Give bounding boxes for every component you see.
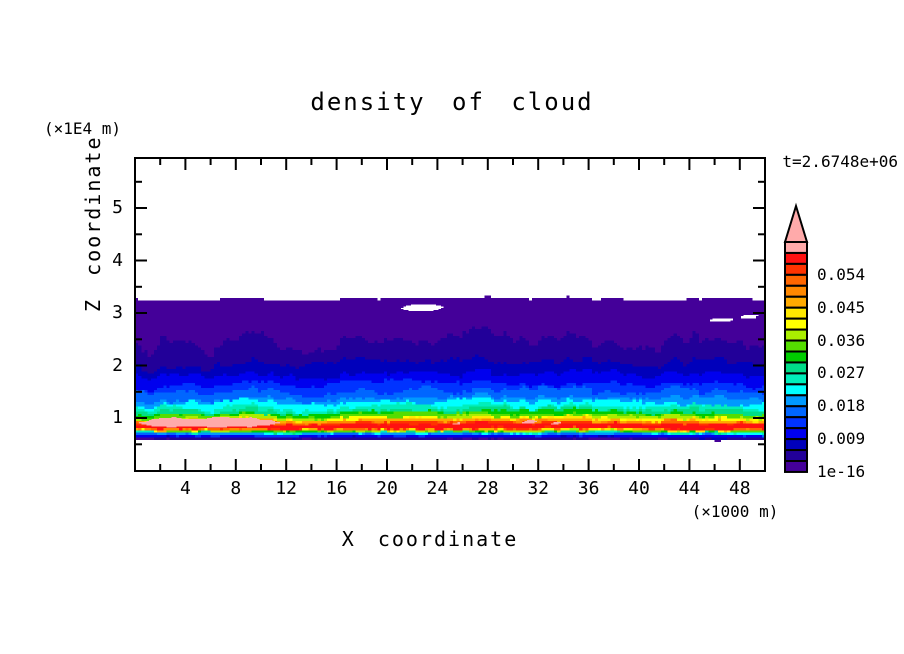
colorbar-cell	[784, 350, 808, 364]
colorbar-label: 1e-16	[817, 461, 866, 481]
x-axis-title: X coordinate	[341, 527, 519, 551]
colorbar-label: 0.054	[817, 264, 866, 284]
colorbar-cell	[784, 449, 808, 462]
z-tick-label: 3	[112, 302, 123, 323]
z-axis-unit-label: (×1E4 m)	[44, 119, 122, 138]
colorbar-cell	[784, 427, 808, 441]
colorbar-cell	[784, 262, 808, 276]
x-tick-label: 16	[325, 478, 348, 499]
x-tick-label: 28	[476, 478, 499, 499]
x-tick-label: 32	[527, 478, 550, 499]
colorbar-label: 0.045	[817, 297, 866, 317]
x-tick-label: 44	[678, 478, 701, 499]
colorbar-label: 0.036	[817, 330, 866, 350]
x-axis-unit-label: (×1000 m)	[691, 502, 779, 521]
x-tick-label: 8	[230, 478, 242, 499]
colorbar-cell	[784, 361, 808, 375]
x-tick-label: 48	[728, 478, 751, 499]
colorbar-cell	[784, 438, 808, 452]
z-tick-label: 5	[112, 197, 123, 218]
colorbar-cell	[784, 284, 808, 298]
x-tick-label: 12	[275, 478, 298, 499]
x-tick-label: 40	[628, 478, 650, 499]
x-tick-label: 20	[376, 478, 398, 499]
colorbar-cell	[784, 251, 808, 265]
colorbar-cell	[784, 306, 808, 320]
colorbar-overflow-arrow	[783, 202, 809, 243]
z-tick-label: 4	[112, 249, 123, 271]
x-tick-label: 36	[577, 478, 600, 499]
colorbar-cell	[784, 416, 808, 430]
z-tick-label: 2	[112, 354, 123, 376]
x-tick-label: 4	[179, 478, 191, 499]
colorbar-cell	[784, 383, 808, 397]
colorbar-label: 0.009	[817, 429, 866, 449]
colorbar-cell	[784, 328, 808, 342]
colorbar-cell	[784, 372, 808, 386]
colorbar-cell	[784, 273, 808, 287]
colorbar-cell	[784, 241, 808, 254]
colorbar-cell	[784, 405, 808, 419]
chart-title: density of cloud	[310, 88, 594, 116]
colorbar-cell	[784, 460, 808, 473]
x-tick-label: 24	[426, 478, 449, 499]
colorbar-cell	[784, 339, 808, 353]
colorbar-label: 0.027	[817, 363, 866, 383]
z-tick-label: 1	[112, 407, 123, 428]
timestamp-label: t=2.6748e+06	[782, 152, 898, 171]
colorbar-cell	[784, 394, 808, 408]
colorbar-label: 0.018	[817, 396, 866, 416]
colorbar-cell	[784, 317, 808, 331]
colorbar-cell	[784, 295, 808, 309]
